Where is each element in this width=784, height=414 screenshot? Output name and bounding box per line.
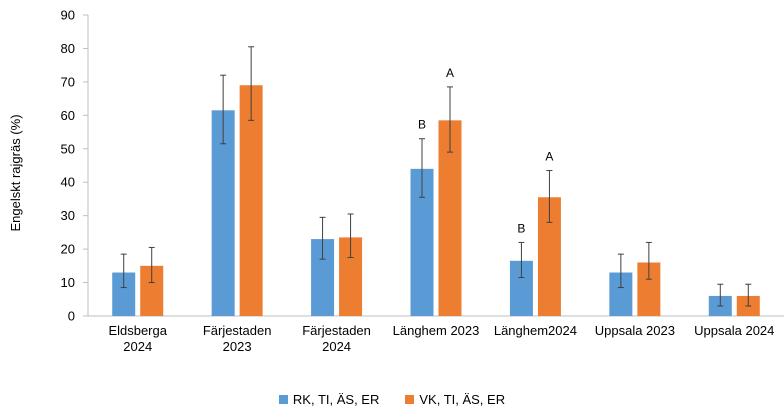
bar xyxy=(637,262,661,316)
y-tick-label: 80 xyxy=(61,41,75,56)
y-tick-label: 60 xyxy=(61,108,75,123)
y-axis-label: Engelskt rajgräs (%) xyxy=(8,114,23,231)
bar xyxy=(112,272,136,316)
bar xyxy=(609,272,633,316)
y-tick-label: 20 xyxy=(61,242,75,257)
bar xyxy=(211,110,235,316)
y-tick-label: 90 xyxy=(61,8,75,23)
y-tick-label: 30 xyxy=(61,208,75,223)
legend-swatch-series-2 xyxy=(405,395,415,404)
legend-label-series-2: VK, TI, ÄS, ER xyxy=(419,392,506,407)
x-tick-label: 2024 xyxy=(123,339,152,354)
x-tick-label: Uppsala 2023 xyxy=(595,323,675,338)
x-tick-label: Färjestaden xyxy=(302,323,371,338)
x-tick-label: 2024 xyxy=(322,339,351,354)
legend-swatch-series-1 xyxy=(278,395,288,404)
x-tick-label: Länghem2024 xyxy=(494,323,577,338)
bar-chart: Engelskt rajgräs (%) 0 10 20 30 40 50 60 70 80 90… xyxy=(8,8,784,354)
bar xyxy=(311,239,335,316)
bar xyxy=(140,265,164,316)
bar xyxy=(410,168,434,316)
x-tick-label: Färjestaden xyxy=(203,323,272,338)
bar xyxy=(438,120,462,316)
y-tick-label: 10 xyxy=(61,275,75,290)
bar xyxy=(339,237,363,316)
x-tick-label: Länghem 2023 xyxy=(393,323,480,338)
legend: RK, TI, ÄS, ER VK, TI, ÄS, ER xyxy=(0,392,784,407)
legend-item-series-1: RK, TI, ÄS, ER xyxy=(278,392,380,407)
significance-label: B xyxy=(418,118,426,132)
legend-label-series-1: RK, TI, ÄS, ER xyxy=(292,392,380,407)
y-tick-label: 0 xyxy=(68,309,75,324)
y-tick-label: 40 xyxy=(61,175,75,190)
x-tick-label: 2023 xyxy=(223,339,252,354)
x-tick-label: Eldsberga xyxy=(108,323,167,338)
bar xyxy=(239,85,263,316)
legend-item-series-2: VK, TI, ÄS, ER xyxy=(405,392,505,407)
y-tick-label: 50 xyxy=(61,141,75,156)
bar xyxy=(537,197,561,316)
bar xyxy=(509,260,533,316)
significance-label: B xyxy=(517,221,525,235)
y-tick-label: 70 xyxy=(61,74,75,89)
significance-label: A xyxy=(446,66,454,80)
significance-label: A xyxy=(545,150,553,164)
x-tick-label: Uppsala 2024 xyxy=(694,323,774,338)
